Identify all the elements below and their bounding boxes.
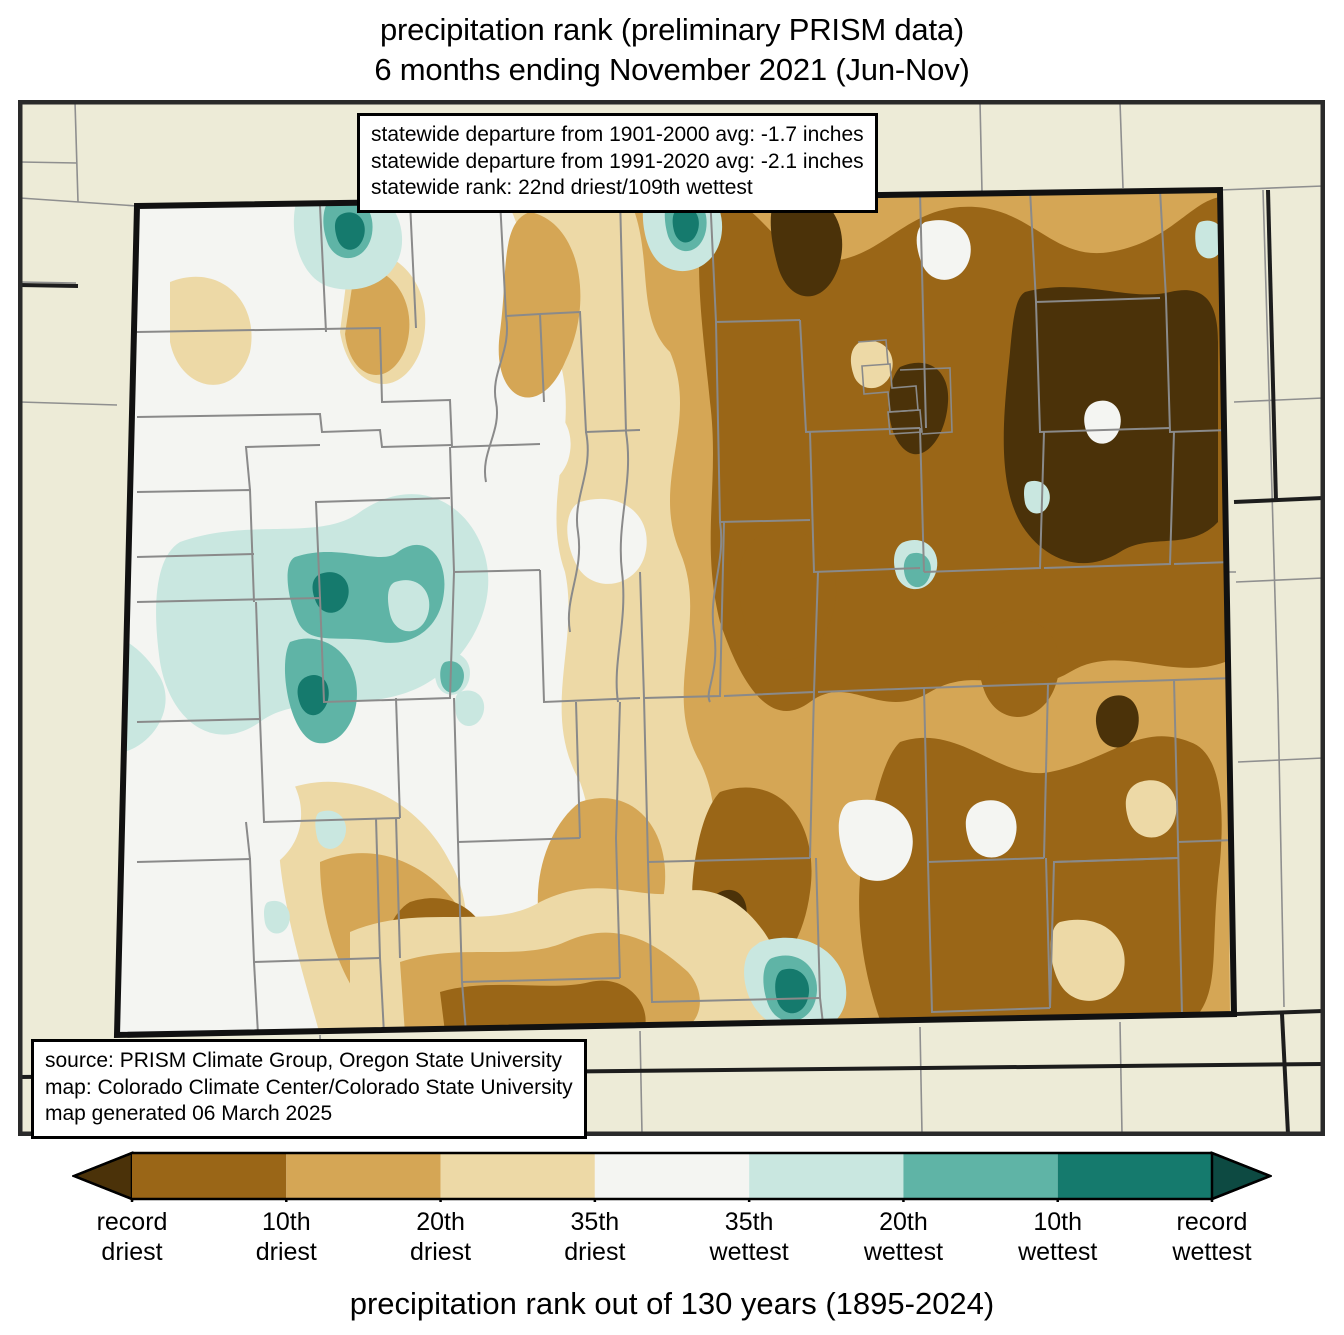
colorbar-tick-label: record driest: [97, 1207, 168, 1267]
colorbar-band-3: [440, 1153, 595, 1199]
colorbar-swatches: [72, 1150, 1272, 1202]
source-line-1: source: PRISM Climate Group, Oregon Stat…: [45, 1049, 563, 1072]
colorbar-tick-label: 10th wettest: [1018, 1207, 1097, 1267]
title-line-2: 6 months ending November 2021 (Jun-Nov): [374, 52, 970, 87]
colorbar-band-5: [749, 1153, 904, 1199]
title-line-1: precipitation rank (preliminary PRISM da…: [379, 12, 965, 47]
colorbar-extend-high: [1210, 1151, 1272, 1201]
colorbar-tick-label-bottom: wettest: [863, 1238, 944, 1266]
stats-line-3: statewide rank: 22nd driest/109th wettes…: [371, 176, 753, 199]
colorbar-tick-label: 35th wettest: [710, 1207, 789, 1267]
colorbar-band-1: [132, 1153, 287, 1199]
colorbar-band-2: [286, 1153, 441, 1199]
colorbar-tick-label-top: record: [1176, 1208, 1248, 1236]
colorbar-tick-label-top: 35th: [570, 1208, 620, 1236]
colorbar-tick-label-bottom: driest: [564, 1238, 626, 1266]
colorbar-band-4: [594, 1153, 750, 1199]
map-panel: [18, 100, 1325, 1136]
colorbar-tick-label-top: 20th: [416, 1208, 465, 1236]
colorbar-tick-label-top: 35th: [724, 1208, 774, 1236]
colorbar-extend-low: [72, 1151, 134, 1201]
colorbar-tick-label-bottom: driest: [101, 1238, 163, 1266]
denver-metro-county-detail: [857, 339, 953, 435]
colorbar-tick-label: record wettest: [1172, 1207, 1251, 1267]
colorbar-tick-label: 20th wettest: [864, 1207, 943, 1267]
colorbar-band-7: [1057, 1153, 1212, 1199]
stats-line-1: statewide departure from 1901-2000 avg: …: [371, 123, 864, 146]
colorbar-caption: precipitation rank out of 130 years (189…: [349, 1286, 995, 1321]
stats-line-2: statewide departure from 1991-2020 avg: …: [371, 149, 864, 173]
source-line-3: map generated 06 March 2025: [45, 1102, 333, 1125]
colorbar-tick-label-bottom: driest: [255, 1238, 317, 1266]
colorbar-tick-labels: record driest 10th driest 20th driest 35th drie…: [0, 1207, 1344, 1277]
map-frame-border: [20, 102, 1323, 1134]
source-line-2: map: Colorado Climate Center/Colorado St…: [45, 1075, 573, 1099]
colorbar-tick-label-top: record: [96, 1208, 168, 1236]
colorbar-tick-label-bottom: wettest: [1172, 1238, 1252, 1266]
colorbar-tick-label-bottom: wettest: [709, 1238, 789, 1266]
colorbar-tick-label-bottom: wettest: [1018, 1238, 1098, 1266]
colorbar-tick-label: 10th driest: [256, 1207, 317, 1267]
precipitation-rank-choropleth-map: [20, 102, 1323, 1134]
colorbar-tick-label-top: 10th: [261, 1208, 311, 1236]
page-title: precipitation rank (preliminary PRISM da…: [0, 10, 1344, 90]
colorbar-tick-label-top: 10th: [1033, 1208, 1083, 1236]
county-boundaries: [136, 190, 1234, 1035]
colorbar-band-6: [903, 1153, 1058, 1199]
colorbar-tick-label: 35th driest: [564, 1207, 625, 1267]
colorbar-tick-label-bottom: driest: [409, 1238, 472, 1266]
source-credits-box: source: PRISM Climate Group, Oregon Stat…: [31, 1039, 587, 1139]
colorbar-tick-label: 20th driest: [410, 1207, 471, 1267]
statewide-stats-box: statewide departure from 1901-2000 avg: …: [357, 113, 878, 213]
colorbar-tick-label-top: 20th: [879, 1208, 928, 1236]
colorbar-legend: record driest 10th driest 20th driest 35th drie…: [0, 1145, 1344, 1335]
precip-rank-contours: [117, 190, 1234, 1035]
